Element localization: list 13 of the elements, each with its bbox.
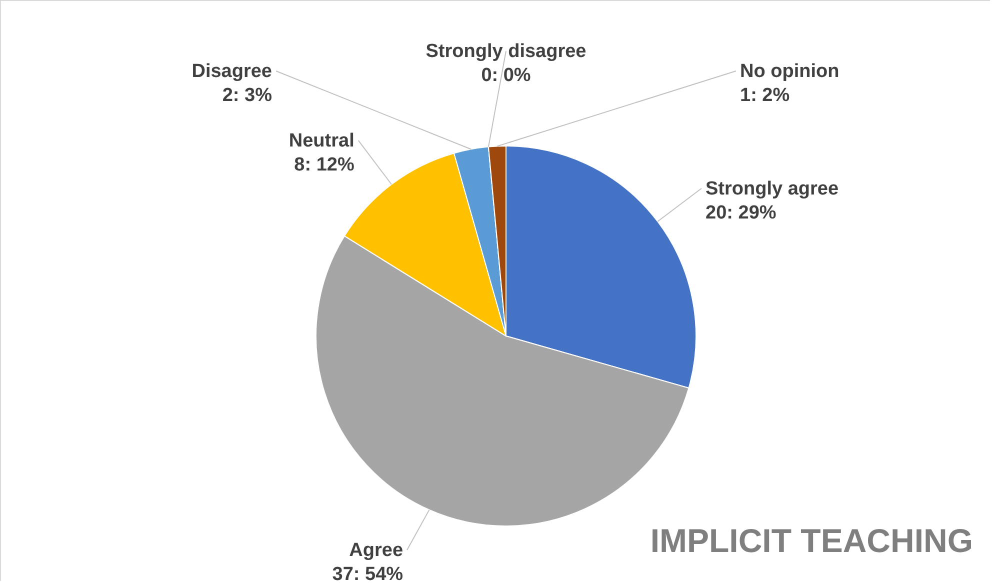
data-label: 2: 3% (222, 85, 272, 106)
slice-label: Neutral (288, 130, 354, 152)
slice-label: Agree (349, 540, 404, 561)
slice-label: Strongly agree (706, 178, 839, 200)
data-label: 8: 12% (294, 154, 354, 176)
text: 0: 0% (481, 65, 531, 86)
slice-label: Disagree (192, 61, 272, 82)
category-label: Strongly disagree (426, 41, 586, 62)
text: IMPLICIT TEACHING (650, 522, 973, 559)
slice-label: No opinion (740, 61, 840, 82)
data-label: 37: 54% (332, 564, 404, 583)
data-label: 20: 29% (706, 202, 776, 224)
data-label: 1: 2% (740, 85, 790, 106)
